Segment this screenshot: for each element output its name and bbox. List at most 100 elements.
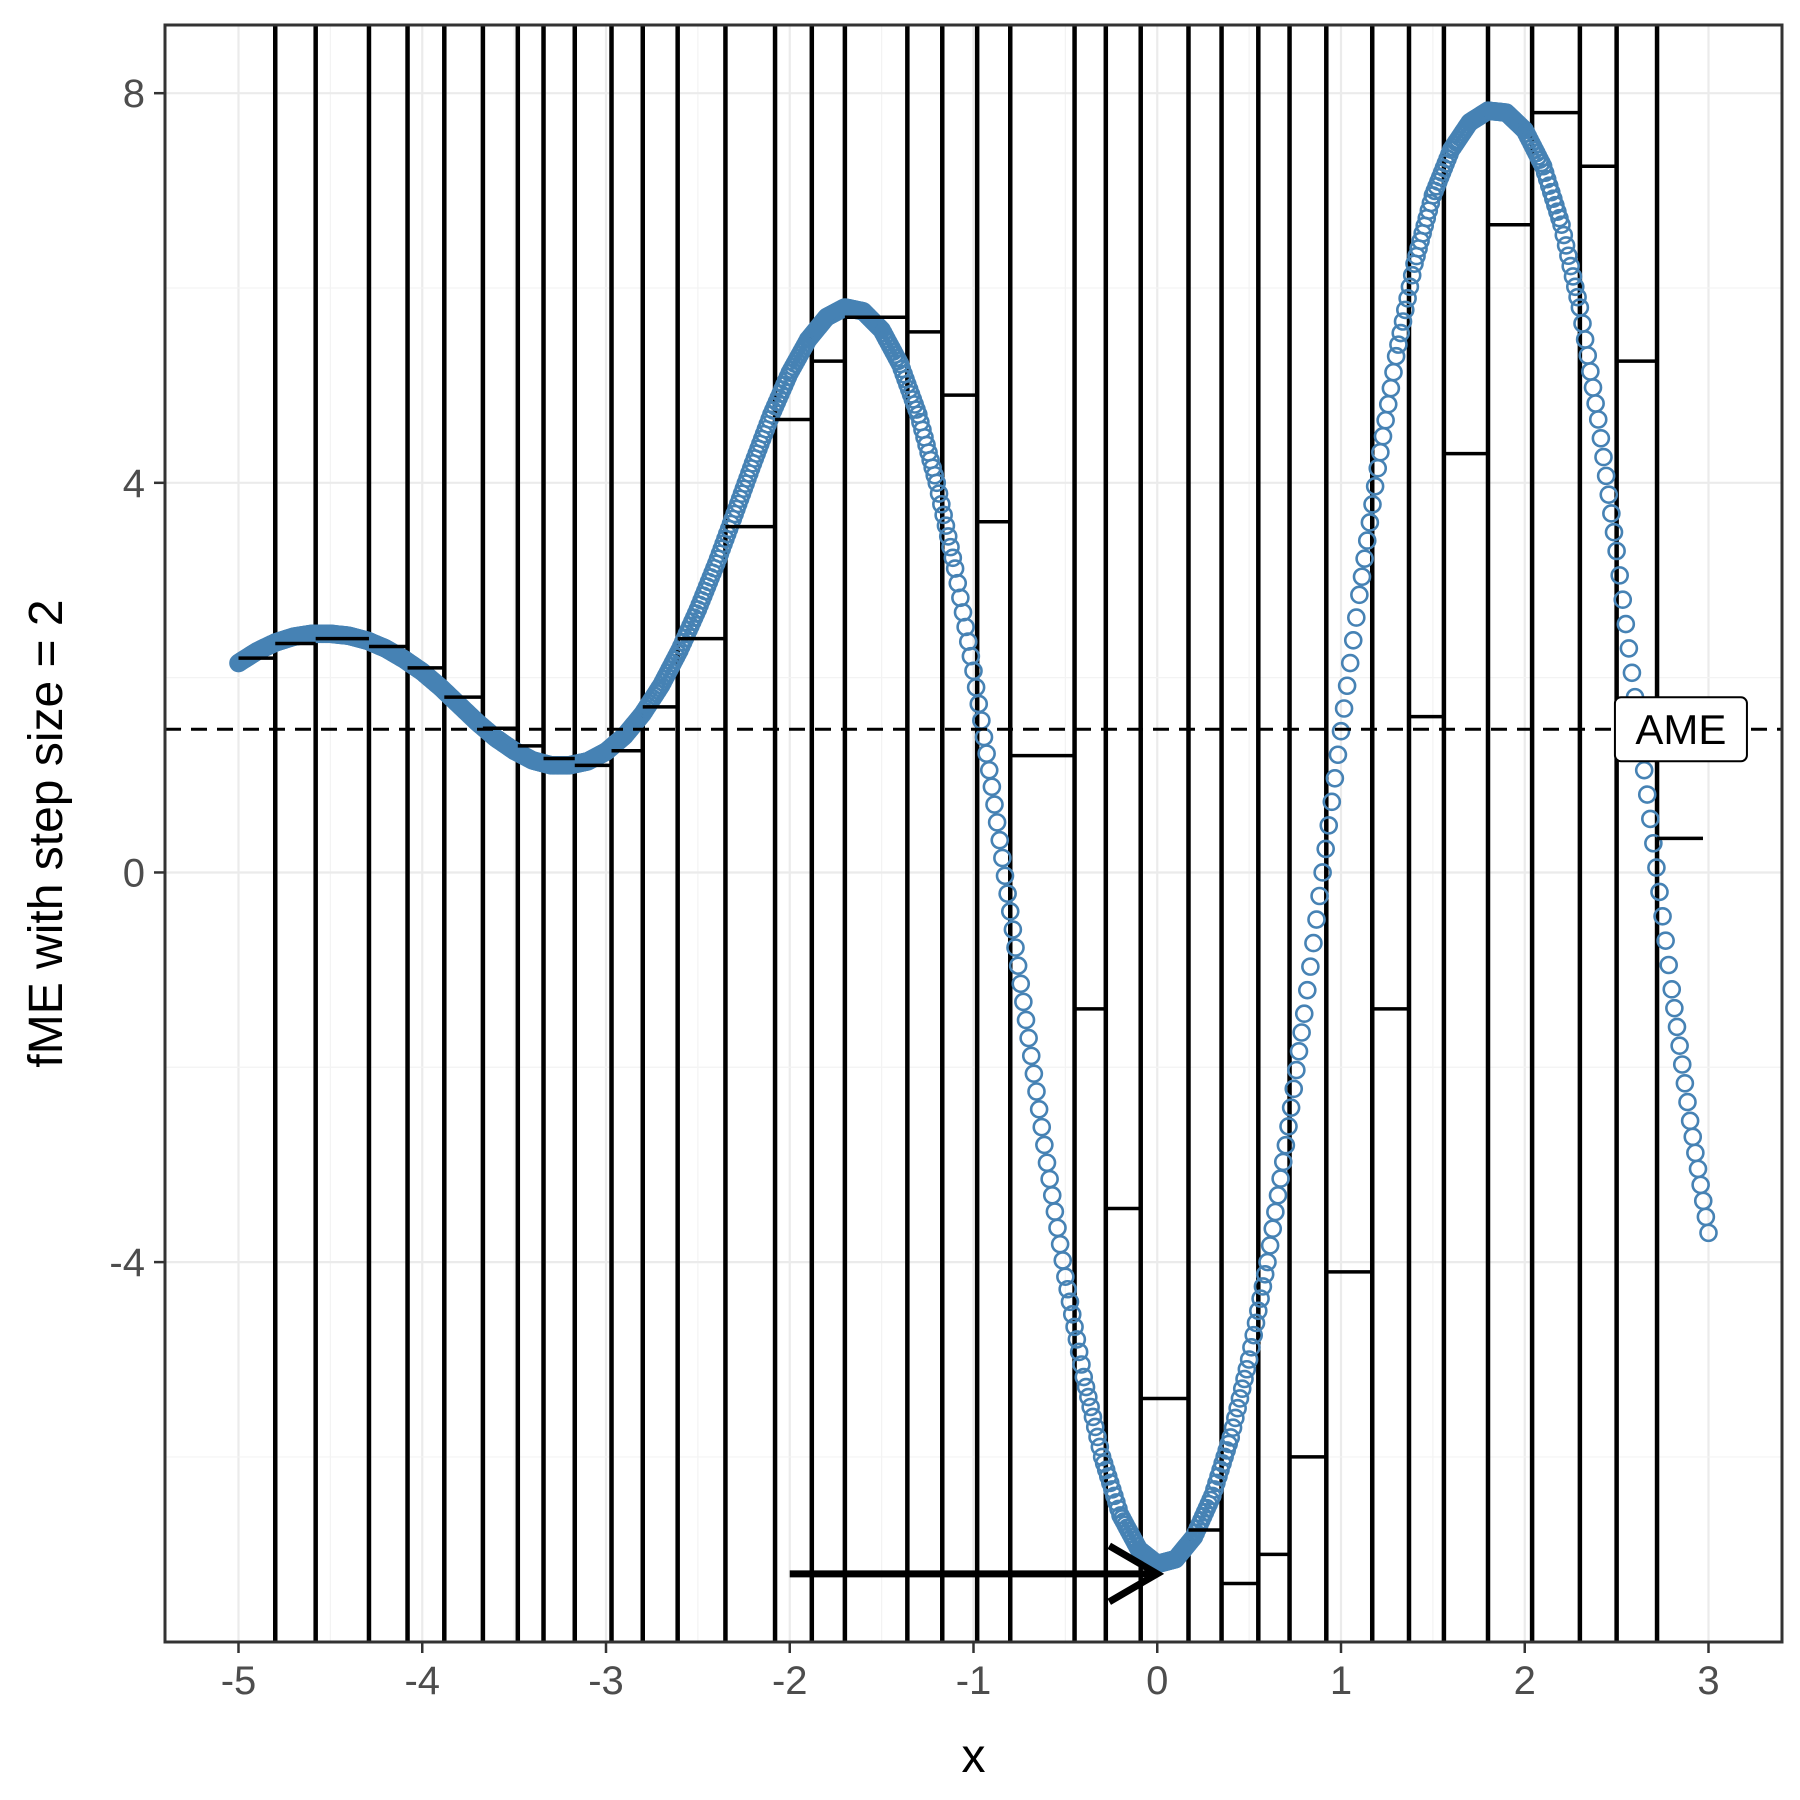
data-point [1008,956,1028,975]
data-point [1032,1117,1052,1137]
data-point [1065,1317,1084,1337]
data-point [985,795,1004,814]
grid [165,25,1782,1642]
arrow [789,1542,1165,1605]
data-point [1667,1017,1687,1037]
data-point [1653,906,1672,926]
data-point [1069,1342,1089,1362]
data-point [1596,466,1616,486]
data-point [1287,1060,1306,1080]
data-point [982,777,1002,797]
data-point [1072,1355,1091,1374]
data-point [1228,1398,1247,1418]
data-point [929,484,949,503]
x-tick-label: -5 [221,1659,257,1703]
data-point [1284,1079,1304,1099]
data-point [1237,1359,1257,1379]
data-point [941,537,960,557]
data-point [1337,676,1357,696]
x-tick-label: 3 [1697,1659,1719,1703]
data-point [1230,1389,1250,1408]
y-axis-title: fME with step size = 2 [20,599,73,1067]
data-point [1083,1407,1103,1427]
data-point [1672,1055,1692,1074]
data-point [1386,346,1406,366]
data-point [995,866,1015,886]
data-point [1610,566,1629,585]
data-point [1232,1379,1252,1399]
data-point [1249,1301,1268,1321]
data-point [1334,699,1354,718]
data-point [1235,1369,1254,1389]
data-point [1058,1279,1077,1299]
data-point [1365,477,1385,496]
data-point [1239,1350,1259,1369]
x-tick-label: 0 [1146,1659,1168,1703]
data-point [1421,193,1441,213]
data-point [1298,980,1317,1000]
data-point [1360,513,1380,532]
data-point [1060,1292,1080,1312]
data-point [1307,910,1326,929]
data-point [1255,1264,1275,1284]
data-point [1561,256,1580,276]
data-point [1604,522,1624,542]
data-point [1675,1073,1695,1093]
x-tick-label: -4 [404,1659,440,1703]
data-point [1357,531,1377,550]
data-point [1350,585,1369,605]
data-point [1402,265,1422,285]
data-point [1251,1289,1270,1308]
data-point [1289,1041,1309,1061]
data-point [1647,858,1666,877]
ame-label-text: AME [1635,706,1726,753]
data-point [1027,1082,1046,1101]
data-point [1607,541,1626,561]
data-point [1343,631,1363,650]
x-tick-label: 1 [1330,1659,1352,1703]
data-point [1226,1408,1245,1428]
data-point [1568,287,1587,307]
data-point [1591,428,1611,448]
data-point [1316,839,1335,859]
x-tick-label: 2 [1514,1659,1536,1703]
data-point [1656,931,1675,950]
data-point [1389,335,1408,354]
data-point [1665,998,1684,1018]
data-point [1637,785,1657,804]
data-point [1292,1023,1311,1042]
data-point [1340,653,1360,673]
data-point [1014,992,1033,1012]
data-point [1244,1325,1264,1345]
data-point [993,848,1012,868]
data-point [1021,1046,1041,1066]
data-point [1641,809,1660,829]
y-tick-label: 8 [123,72,145,116]
data-point [1622,663,1642,683]
data-point [1599,485,1619,504]
data-point [1559,246,1578,266]
data-point [932,494,951,514]
data-point [1699,1223,1718,1243]
data-point [1565,277,1585,297]
data-point [1594,447,1613,467]
x-tick-label: -1 [956,1659,992,1703]
data-point [1322,792,1342,812]
data-point [1011,974,1031,994]
data-point [1276,1135,1296,1155]
data-point [1067,1330,1087,1349]
x-axis-ticks: -5 -4 -3 -2 -1 0 1 2 3 [221,1642,1720,1703]
data-point [1670,1036,1689,1056]
data-point [936,516,956,535]
y-tick-label: 4 [123,462,145,506]
data-point [1363,495,1382,514]
data-point [1310,886,1329,906]
data-point [1616,614,1636,634]
data-point [1246,1313,1266,1333]
data-point [1563,267,1583,286]
data-point [1076,1377,1096,1397]
x-tick-label: -3 [588,1659,624,1703]
data-point [1253,1277,1273,1296]
data-point [1650,882,1669,902]
